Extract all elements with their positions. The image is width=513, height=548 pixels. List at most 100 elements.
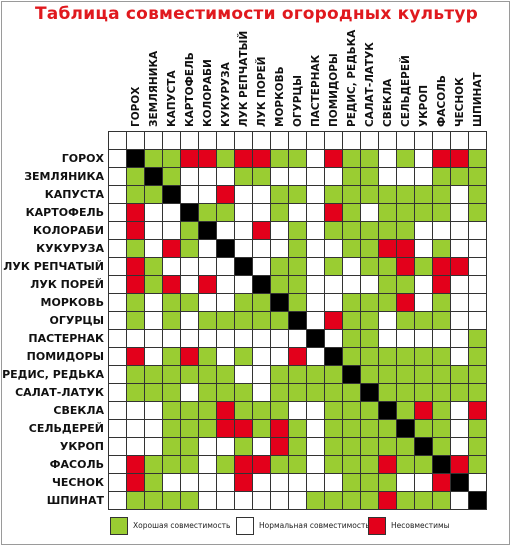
compat-cell [415, 456, 433, 474]
grid-header-cell [109, 204, 127, 222]
compat-cell [235, 420, 253, 438]
compat-cell [325, 168, 343, 186]
compat-cell [271, 240, 289, 258]
compat-cell [127, 276, 145, 294]
compat-cell [433, 384, 451, 402]
compat-cell [397, 330, 415, 348]
compat-cell [199, 492, 217, 510]
compat-cell [361, 492, 379, 510]
grid-header-cell [415, 132, 433, 150]
compat-cell [163, 150, 181, 168]
compat-cell [127, 384, 145, 402]
compat-cell [181, 492, 199, 510]
row-label: ПОМИДОРЫ [26, 350, 104, 363]
compat-cell [379, 420, 397, 438]
grid-header-cell [379, 132, 397, 150]
column-label: ОГУРЦЫ [292, 74, 304, 127]
legend-label: Нормальная совместимость [259, 521, 370, 530]
compat-cell [271, 384, 289, 402]
compat-cell [181, 456, 199, 474]
grid-header-cell [109, 384, 127, 402]
compat-cell [397, 258, 415, 276]
compat-cell [451, 366, 469, 384]
compat-cell [379, 258, 397, 276]
compat-cell [253, 294, 271, 312]
compat-cell [199, 294, 217, 312]
compat-cell [271, 186, 289, 204]
compat-cell [217, 186, 235, 204]
compat-cell [199, 384, 217, 402]
compat-cell [163, 456, 181, 474]
diagonal-cell [343, 366, 361, 384]
compat-cell [289, 420, 307, 438]
column-label: КОЛОРАБИ [202, 59, 214, 127]
compat-cell [253, 348, 271, 366]
compat-cell [127, 186, 145, 204]
compat-cell [469, 312, 487, 330]
diagonal-cell [433, 456, 451, 474]
compat-cell [379, 186, 397, 204]
compat-cell [163, 276, 181, 294]
compat-cell [325, 276, 343, 294]
compat-cell [199, 150, 217, 168]
legend-label: Несовместимы [391, 521, 450, 530]
compat-cell [163, 348, 181, 366]
compat-cell [163, 384, 181, 402]
compat-cell [307, 222, 325, 240]
column-label: РЕДИС, РЕДЬКА [346, 29, 358, 127]
compat-cell [433, 474, 451, 492]
compat-cell [217, 258, 235, 276]
compat-cell [433, 168, 451, 186]
compat-cell [289, 438, 307, 456]
compat-cell [343, 168, 361, 186]
compat-cell [379, 240, 397, 258]
grid-header-cell [109, 348, 127, 366]
compat-cell [217, 222, 235, 240]
column-label: ЧЕСНОК [454, 77, 466, 127]
compat-cell [181, 168, 199, 186]
compat-cell [343, 438, 361, 456]
compat-cell [433, 492, 451, 510]
grid-header-cell [109, 294, 127, 312]
grid-header-cell [253, 132, 271, 150]
row-label: ЗЕМЛЯНИКА [24, 170, 104, 183]
row-label: ФАСОЛЬ [49, 458, 104, 471]
grid-header-cell [397, 132, 415, 150]
compat-cell [127, 348, 145, 366]
compat-cell [145, 222, 163, 240]
compat-cell [145, 258, 163, 276]
compat-cell [397, 204, 415, 222]
compat-cell [343, 402, 361, 420]
compat-cell [397, 294, 415, 312]
compat-cell [307, 240, 325, 258]
compat-cell [307, 276, 325, 294]
compat-cell [127, 474, 145, 492]
compat-cell [397, 240, 415, 258]
compat-cell [451, 240, 469, 258]
compat-cell [217, 366, 235, 384]
compat-cell [433, 366, 451, 384]
grid-header-cell [271, 132, 289, 150]
compat-cell [361, 438, 379, 456]
compat-cell [199, 258, 217, 276]
compat-cell [379, 204, 397, 222]
column-label: ЗЕМЛЯНИКА [148, 50, 160, 127]
compat-cell [127, 366, 145, 384]
compat-cell [235, 474, 253, 492]
compat-cell [361, 222, 379, 240]
compat-cell [415, 420, 433, 438]
compat-cell [235, 366, 253, 384]
compat-cell [343, 294, 361, 312]
compat-cell [397, 276, 415, 294]
column-label: МОРКОВЬ [274, 66, 286, 127]
compat-cell [235, 348, 253, 366]
grid-header-cell [109, 456, 127, 474]
compat-cell [415, 186, 433, 204]
compat-cell [181, 384, 199, 402]
compat-cell [163, 330, 181, 348]
compat-cell [127, 168, 145, 186]
compat-cell [469, 222, 487, 240]
compat-cell [343, 492, 361, 510]
column-label: ШПИНАТ [472, 72, 484, 127]
grid-header-cell [469, 132, 487, 150]
